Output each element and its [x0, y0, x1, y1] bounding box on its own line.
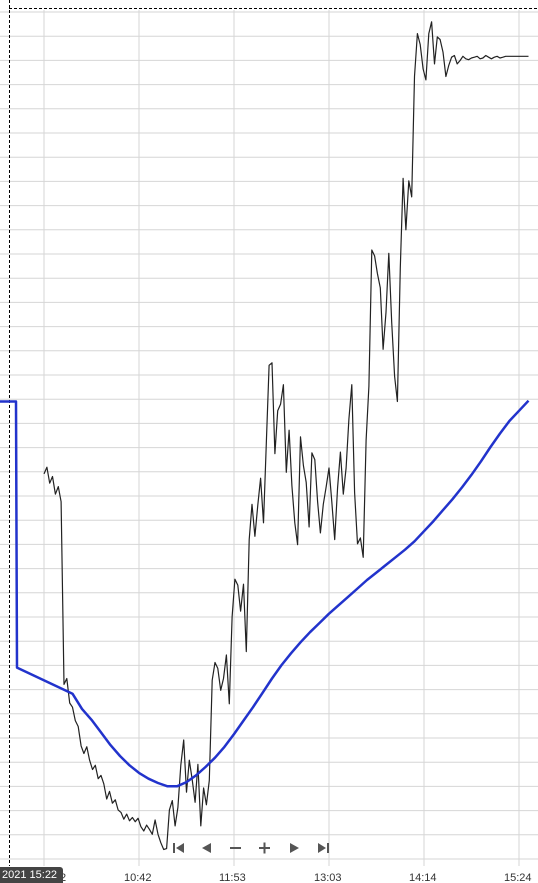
first-page-icon [176, 843, 184, 853]
plus-icon-v [263, 842, 266, 854]
average-line [0, 399, 530, 788]
horizontal-gridlines [0, 11, 538, 860]
first-page-bar [173, 843, 175, 853]
crosshair-time-label: 2021 15:22 [0, 867, 64, 883]
vertical-gridlines [43, 10, 520, 866]
x-tick-label: 11:53 [219, 872, 246, 883]
navigation-controls [172, 841, 330, 855]
next-icon [290, 843, 299, 853]
previous-icon [202, 843, 211, 853]
first-page-button[interactable] [172, 841, 186, 855]
last-page-button[interactable] [316, 841, 330, 855]
x-tick-label: 13:03 [314, 872, 342, 883]
last-page-icon [318, 843, 326, 853]
x-tick-label: 15:24 [504, 872, 532, 883]
next-button[interactable] [288, 841, 302, 855]
previous-button[interactable] [199, 841, 213, 855]
minus-icon [230, 847, 241, 849]
zoom-out-button[interactable] [228, 841, 242, 855]
series-layer [0, 21, 530, 851]
last-page-bar [327, 843, 329, 853]
x-tick-label-partial: 2 [60, 872, 66, 883]
x-axis: 2 10:42 11:53 13:03 14:14 15:24 [60, 872, 532, 883]
x-tick-label: 10:42 [124, 872, 152, 883]
x-tick-label: 14:14 [409, 872, 437, 883]
price-line [43, 21, 529, 851]
zoom-in-button[interactable] [258, 841, 272, 855]
